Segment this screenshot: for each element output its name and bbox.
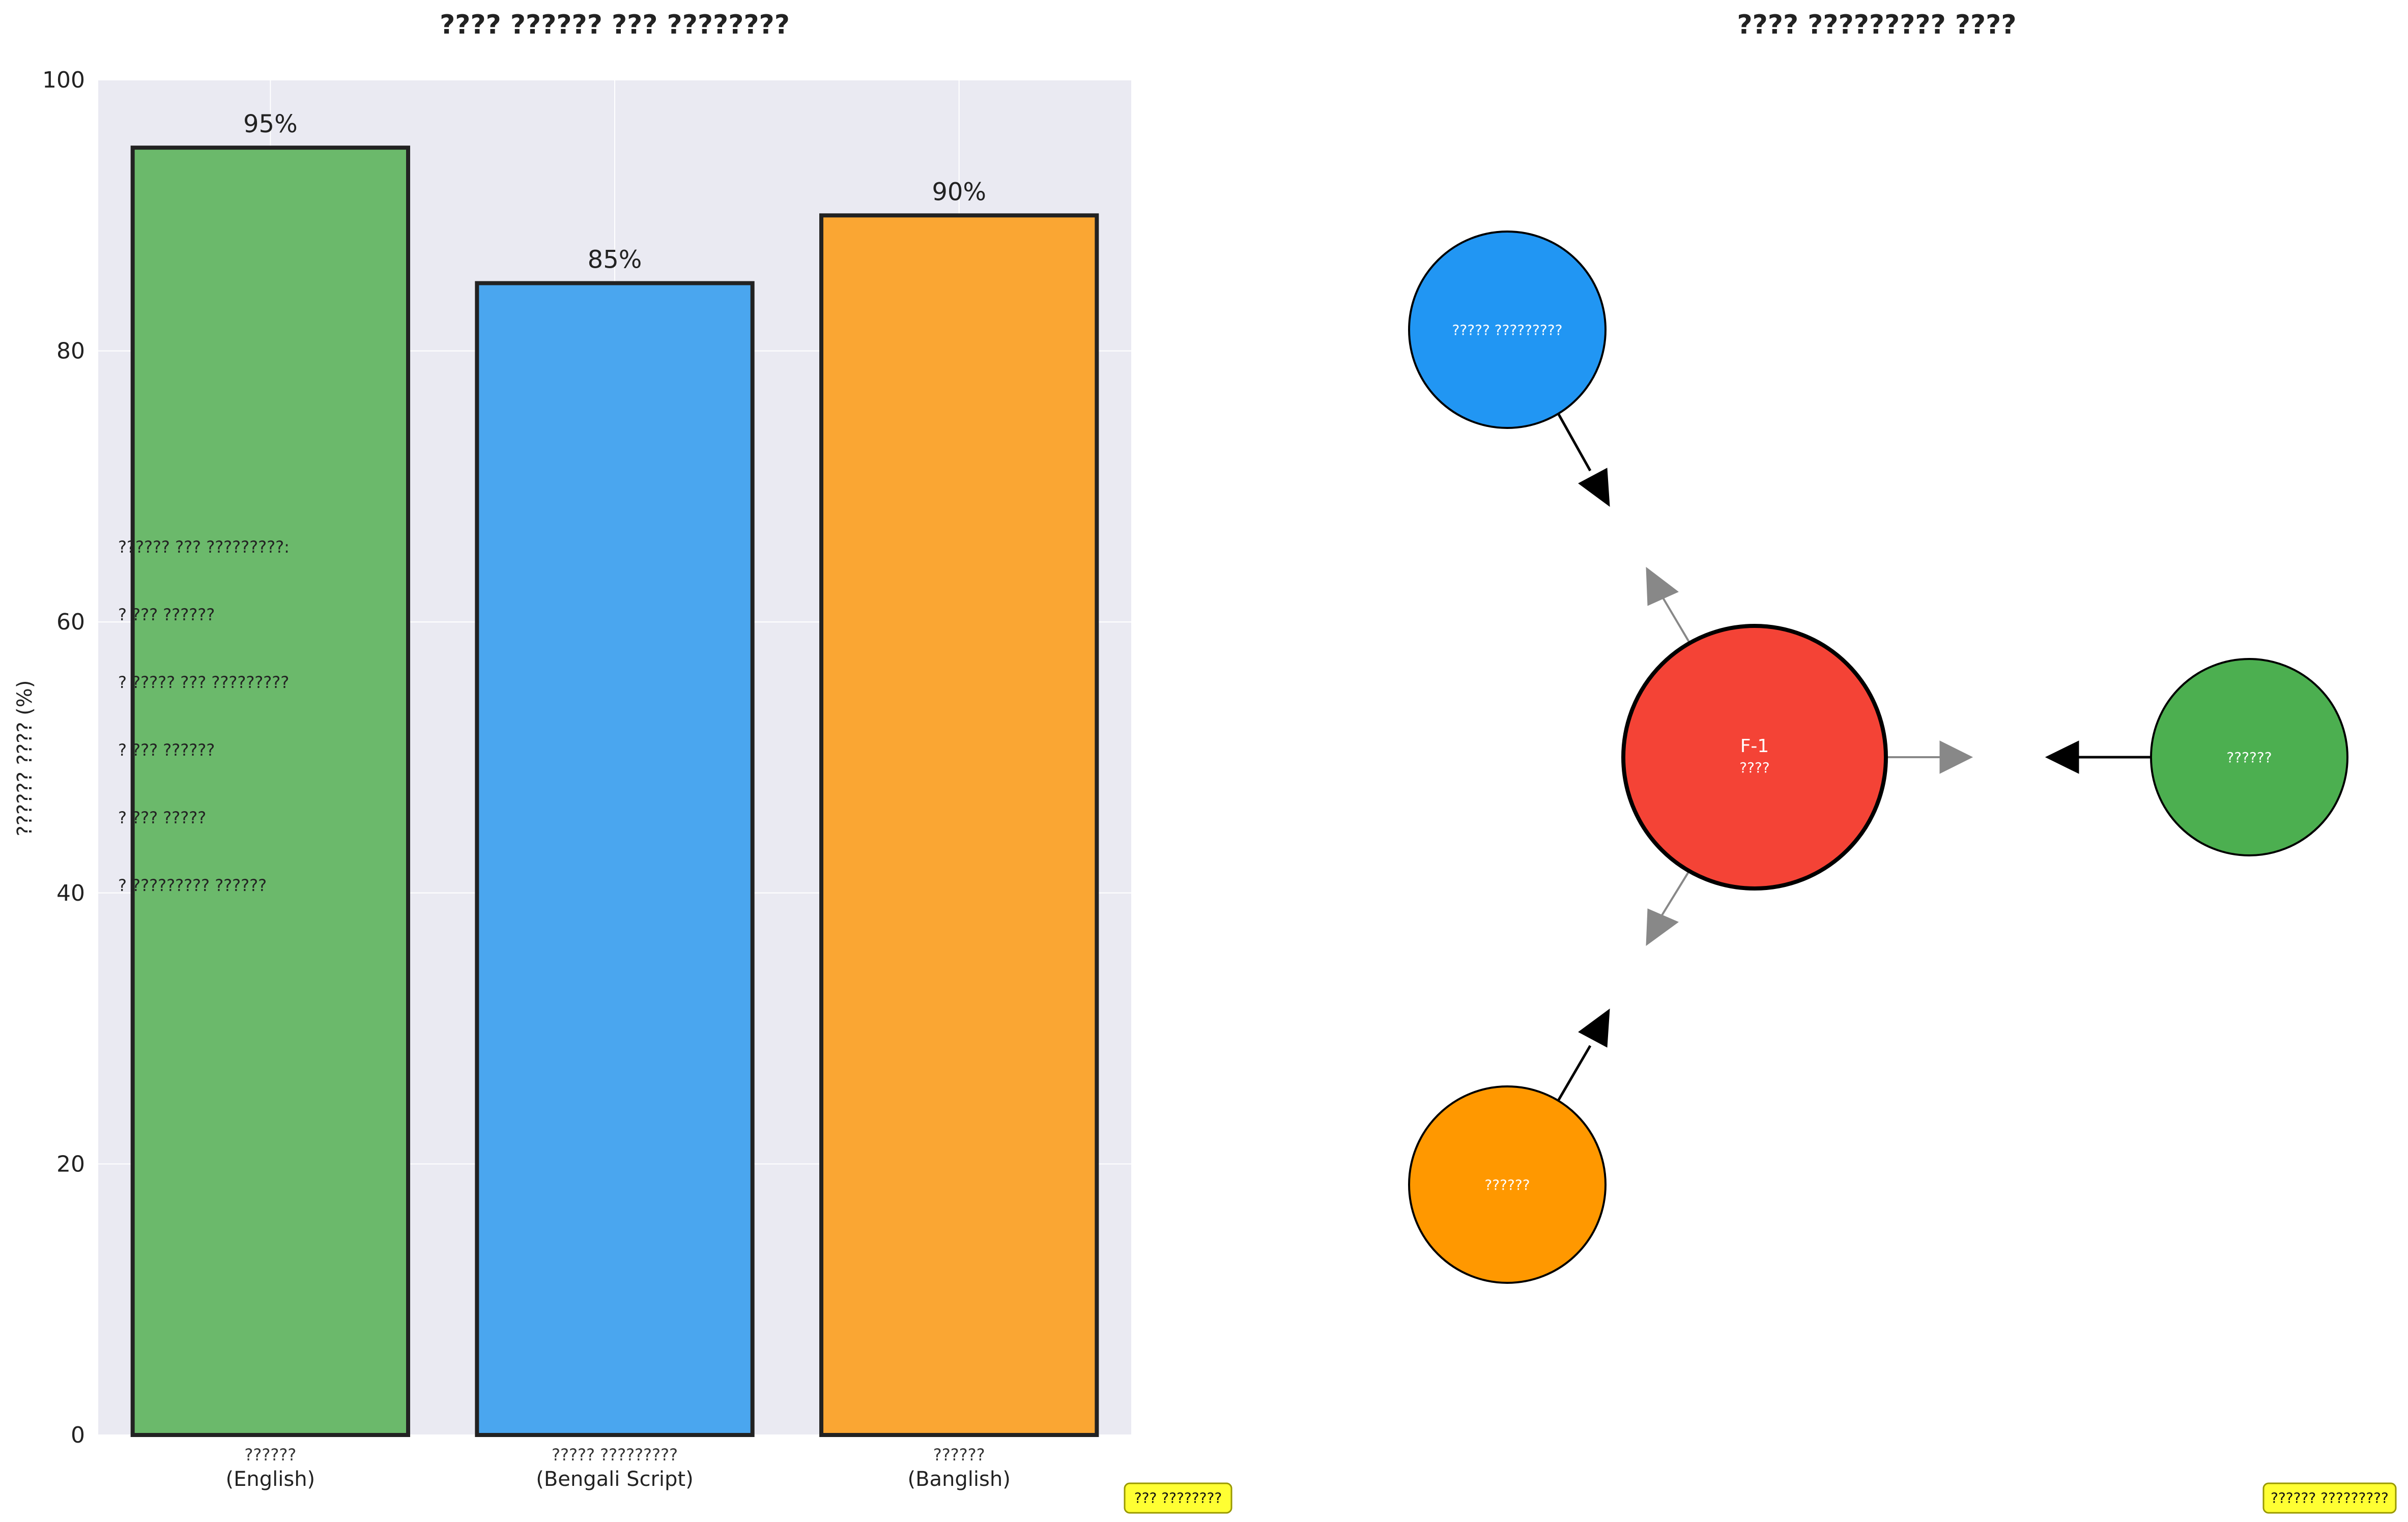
arrow-head-from-top [1578, 468, 1610, 507]
footer-badge-left: ??? ???????? [1124, 1482, 1232, 1514]
arrow-head-from-right [2045, 740, 2079, 774]
node-right-label: ?????? [2226, 749, 2272, 766]
chart-title: ???? ?????? ??? ???????? [440, 10, 790, 40]
node-center: F-1 ???? [1621, 624, 1888, 891]
arrow-head-from-bottom [1578, 1008, 1610, 1048]
center-arrows [1646, 566, 1973, 946]
annotation-line: ? ??? ????? [118, 808, 206, 827]
bar [819, 213, 1099, 1437]
node-bottom: ?????? [1408, 1085, 1607, 1284]
y-tick-label: 100 [42, 67, 85, 93]
value-labels: 95% 85% 90% [243, 110, 986, 274]
x-tick-label-line1: ?????? [933, 1445, 985, 1464]
bar [130, 146, 410, 1438]
annotation-box: ?????? ??? ?????????: ? ??? ?????? ? ?????… [118, 537, 290, 895]
footer-badge-right: ?????? ????????? [2262, 1482, 2397, 1514]
y-tick-label: 80 [56, 338, 85, 364]
annotation-line: ? ????????? ?????? [118, 876, 267, 895]
incoming-arrows [1553, 406, 2158, 1108]
arrow-head-down-left [1646, 908, 1679, 946]
node-center-line2: ???? [1739, 759, 1769, 776]
y-tick-label: 20 [56, 1151, 85, 1177]
bar-value-label: 90% [932, 178, 986, 206]
bar [475, 281, 755, 1438]
x-tick-label-line2: (English) [226, 1468, 316, 1491]
x-ticks: ?????? (English) ????? ????????? (Bengali S… [226, 1445, 1011, 1491]
annotation-line: ? ??? ?????? [118, 740, 215, 760]
node-bottom-label: ?????? [1484, 1176, 1530, 1193]
y-tick-label: 0 [71, 1422, 85, 1448]
annotation-line: ? ????? ??? ????????? [118, 673, 289, 692]
y-axis-label: ?????? ???? (%) [13, 680, 37, 837]
bar-chart-panel: ???? ?????? ??? ???????? 0 20 40 60 80 100 ??… [13, 10, 1232, 1514]
x-tick-label-line2: (Bengali Script) [536, 1468, 693, 1491]
arrow-head-right [1939, 740, 1973, 774]
x-tick-label-line2: (Banglish) [908, 1468, 1011, 1491]
annotation-line: ? ??? ?????? [118, 605, 215, 624]
badge-right-text: ?????? ????????? [2271, 1489, 2389, 1506]
arrow-head-up-left [1646, 566, 1679, 606]
annotation-line: ?????? ??? ?????????: [118, 537, 290, 557]
diagram-panel: ???? ????????? ???? ????? ????????? [1408, 10, 2397, 1514]
badge-left-text: ??? ???????? [1134, 1489, 1222, 1506]
bar-value-label: 95% [243, 110, 298, 138]
node-top: ????? ????????? [1408, 231, 1607, 429]
y-ticks: 0 20 40 60 80 100 [42, 67, 85, 1448]
bar-value-label: 85% [588, 245, 642, 274]
node-center-line1: F-1 [1740, 736, 1769, 757]
x-tick-label-line1: ?????? [244, 1445, 296, 1464]
node-top-label: ????? ????????? [1452, 322, 1563, 338]
bars [130, 146, 1099, 1438]
diagram-title: ???? ????????? ???? [1737, 10, 2017, 40]
y-tick-label: 40 [56, 880, 85, 906]
y-tick-label: 60 [56, 609, 85, 635]
x-tick-label-line1: ????? ????????? [552, 1445, 678, 1464]
node-right: ?????? [2150, 658, 2348, 856]
